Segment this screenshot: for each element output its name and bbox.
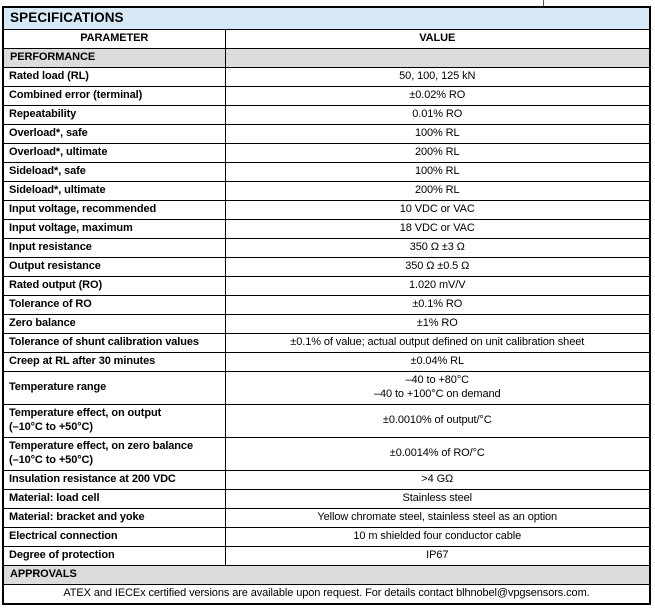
parameter-cell: Rated output (RO) bbox=[2, 276, 226, 296]
value-cell: 100% RL bbox=[224, 124, 651, 144]
parameter-cell: Overload*, safe bbox=[2, 124, 226, 144]
section-label-performance: PERFORMANCE bbox=[2, 48, 226, 68]
parameter-cell: Input resistance bbox=[2, 238, 226, 258]
page-crop-artifact bbox=[543, 0, 544, 7]
section-label-approvals: APPROVALS bbox=[2, 565, 651, 585]
table-row: Material: load cell Stainless steel bbox=[2, 489, 651, 509]
value-cell: >4 GΩ bbox=[224, 470, 651, 490]
column-header-value: VALUE bbox=[224, 29, 651, 49]
table-row: Temperature range –40 to +80°C –40 to +10… bbox=[2, 371, 651, 405]
parameter-cell: Insulation resistance at 200 VDC bbox=[2, 470, 226, 490]
table-row: Rated load (RL) 50, 100, 125 kN bbox=[2, 67, 651, 87]
parameter-cell: Material: load cell bbox=[2, 489, 226, 509]
section-performance-spacer bbox=[224, 48, 651, 68]
parameter-cell: Rated load (RL) bbox=[2, 67, 226, 87]
parameter-cell: Input voltage, recommended bbox=[2, 200, 226, 220]
specifications-table: SPECIFICATIONS PARAMETER VALUE PERFORMAN… bbox=[2, 6, 651, 605]
value-cell: 50, 100, 125 kN bbox=[224, 67, 651, 87]
parameter-cell: Degree of protection bbox=[2, 546, 226, 566]
table-row: Material: bracket and yoke Yellow chromat… bbox=[2, 508, 651, 528]
table-row: Sideload*, ultimate 200% RL bbox=[2, 181, 651, 201]
parameter-cell: Combined error (terminal) bbox=[2, 86, 226, 106]
parameter-cell: Input voltage, maximum bbox=[2, 219, 226, 239]
table-row: Sideload*, safe 100% RL bbox=[2, 162, 651, 182]
value-cell: IP67 bbox=[224, 546, 651, 566]
parameter-cell: Tolerance of RO bbox=[2, 295, 226, 315]
parameter-cell: Creep at RL after 30 minutes bbox=[2, 352, 226, 372]
value-cell: 350 Ω ±0.5 Ω bbox=[224, 257, 651, 277]
value-cell: 1.020 mV/V bbox=[224, 276, 651, 296]
value-cell: ±0.1% RO bbox=[224, 295, 651, 315]
table-row: Zero balance ±1% RO bbox=[2, 314, 651, 334]
table-row: Input voltage, recommended 10 VDC or VAC bbox=[2, 200, 651, 220]
parameter-cell: Temperature effect, on zero balance (–10… bbox=[2, 437, 226, 471]
column-header-row: PARAMETER VALUE bbox=[2, 29, 651, 49]
value-cell: Stainless steel bbox=[224, 489, 651, 509]
table-row: Temperature effect, on output (–10°C to … bbox=[2, 404, 651, 438]
value-cell: ±0.1% of value; actual output defined on… bbox=[224, 333, 651, 353]
value-cell: ±1% RO bbox=[224, 314, 651, 334]
value-cell: 0.01% RO bbox=[224, 105, 651, 125]
section-row-performance: PERFORMANCE bbox=[2, 48, 651, 68]
title-band: SPECIFICATIONS bbox=[2, 6, 651, 30]
table-row: Rated output (RO) 1.020 mV/V bbox=[2, 276, 651, 296]
column-header-parameter: PARAMETER bbox=[2, 29, 226, 49]
table-row: Output resistance 350 Ω ±0.5 Ω bbox=[2, 257, 651, 277]
table-title: SPECIFICATIONS bbox=[2, 6, 651, 30]
table-row: Degree of protection IP67 bbox=[2, 546, 651, 566]
value-cell: 18 VDC or VAC bbox=[224, 219, 651, 239]
value-cell: 200% RL bbox=[224, 181, 651, 201]
table-row: Overload*, ultimate 200% RL bbox=[2, 143, 651, 163]
table-row: Tolerance of RO ±0.1% RO bbox=[2, 295, 651, 315]
value-cell: 10 VDC or VAC bbox=[224, 200, 651, 220]
value-cell: 350 Ω ±3 Ω bbox=[224, 238, 651, 258]
value-cell: 100% RL bbox=[224, 162, 651, 182]
parameter-cell: Temperature range bbox=[2, 371, 226, 405]
section-row-approvals: APPROVALS bbox=[2, 565, 651, 585]
parameter-cell: Sideload*, ultimate bbox=[2, 181, 226, 201]
value-cell: ±0.0010% of output/°C bbox=[224, 404, 651, 438]
parameter-cell: Output resistance bbox=[2, 257, 226, 277]
table-row: Input resistance 350 Ω ±3 Ω bbox=[2, 238, 651, 258]
table-row: Creep at RL after 30 minutes ±0.04% RL bbox=[2, 352, 651, 372]
value-cell: Yellow chromate steel, stainless steel a… bbox=[224, 508, 651, 528]
parameter-cell: Overload*, ultimate bbox=[2, 143, 226, 163]
value-cell: 200% RL bbox=[224, 143, 651, 163]
value-cell: –40 to +80°C –40 to +100°C on demand bbox=[224, 371, 651, 405]
approvals-note-row: ATEX and IECEx certified versions are av… bbox=[2, 583, 651, 605]
spec-rows-body: Rated load (RL) 50, 100, 125 kN Combined e… bbox=[2, 67, 651, 566]
table-row: Input voltage, maximum 18 VDC or VAC bbox=[2, 219, 651, 239]
table-row: Electrical connection 10 m shielded four … bbox=[2, 527, 651, 547]
table-row: Repeatability 0.01% RO bbox=[2, 105, 651, 125]
table-row: Temperature effect, on zero balance (–10… bbox=[2, 437, 651, 471]
table-row: Tolerance of shunt calibration values ±0.… bbox=[2, 333, 651, 353]
parameter-cell: Temperature effect, on output (–10°C to … bbox=[2, 404, 226, 438]
parameter-cell: Sideload*, safe bbox=[2, 162, 226, 182]
parameter-cell: Material: bracket and yoke bbox=[2, 508, 226, 528]
value-cell: ±0.04% RL bbox=[224, 352, 651, 372]
value-cell: ±0.02% RO bbox=[224, 86, 651, 106]
table-row: Overload*, safe 100% RL bbox=[2, 124, 651, 144]
parameter-cell: Repeatability bbox=[2, 105, 226, 125]
table-row: Combined error (terminal) ±0.02% RO bbox=[2, 86, 651, 106]
parameter-cell: Tolerance of shunt calibration values bbox=[2, 333, 226, 353]
value-cell: 10 m shielded four conductor cable bbox=[224, 527, 651, 547]
parameter-cell: Zero balance bbox=[2, 314, 226, 334]
value-cell: ±0.0014% of RO/°C bbox=[224, 437, 651, 471]
approvals-note: ATEX and IECEx certified versions are av… bbox=[2, 583, 651, 605]
parameter-cell: Electrical connection bbox=[2, 527, 226, 547]
table-row: Insulation resistance at 200 VDC >4 GΩ bbox=[2, 470, 651, 490]
